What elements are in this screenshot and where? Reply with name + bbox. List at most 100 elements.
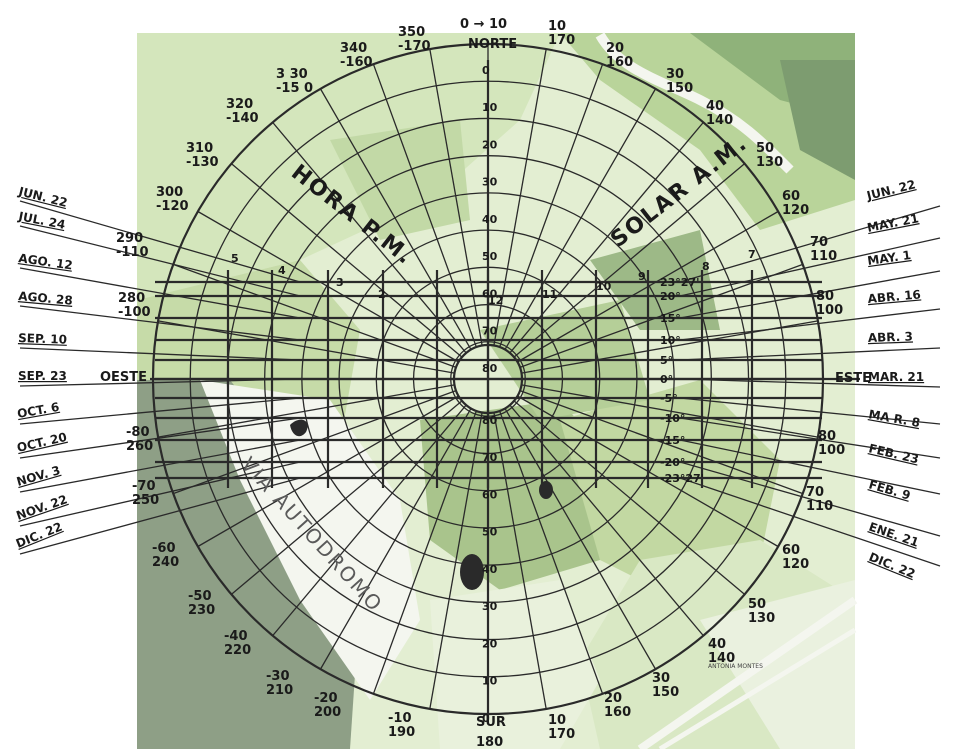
azimuth-label-190: -10 190 bbox=[388, 711, 415, 740]
azimuth-label-230: -50 230 bbox=[188, 589, 215, 618]
date-leader-left bbox=[19, 417, 301, 459]
hour-label-pm: 3 bbox=[336, 276, 344, 289]
date-leader-right bbox=[679, 461, 941, 537]
declination-label: -10° bbox=[660, 412, 685, 425]
date-label-left: OCT. 6 bbox=[16, 400, 60, 421]
azimuth-line bbox=[513, 400, 746, 595]
date-label-right: MAY. 21 bbox=[866, 211, 920, 235]
azimuth-line bbox=[272, 121, 467, 354]
date-leader-left bbox=[19, 397, 301, 425]
date-label-left: SEP. 23 bbox=[18, 369, 67, 383]
date-leader-right bbox=[679, 397, 941, 425]
date-leader-right bbox=[679, 378, 941, 388]
date-leader-right bbox=[679, 477, 941, 567]
azimuth-label-310: 310 -130 bbox=[186, 141, 219, 170]
altitude-label-north: 20 bbox=[482, 138, 498, 151]
cardinal-lines bbox=[150, 60, 860, 720]
azimuth-line bbox=[499, 410, 604, 695]
azimuth-line bbox=[519, 390, 804, 495]
date-leader-left bbox=[19, 305, 301, 341]
altitude-label-north: 40 bbox=[482, 213, 498, 226]
date-label-right: MA R. 8 bbox=[867, 407, 921, 430]
declination-label: 23°27' bbox=[660, 276, 699, 289]
azimuth-label-120: 60 120 bbox=[782, 543, 809, 572]
east-label: ESTE bbox=[835, 371, 871, 386]
hour-label-pm: 2 bbox=[378, 288, 386, 301]
hour-label-am: 12 bbox=[488, 294, 503, 307]
declination-label: -15° bbox=[660, 434, 685, 447]
declination-label: 0° bbox=[660, 373, 673, 386]
date-label-right: FEB. 23 bbox=[867, 441, 920, 466]
date-leader-right bbox=[679, 270, 941, 319]
declination-label: -20° bbox=[660, 456, 685, 469]
altitude-label-north: 80 bbox=[482, 362, 498, 375]
date-leader-left bbox=[19, 378, 301, 387]
azimuth-label-30: 30 150 bbox=[666, 67, 693, 96]
azimuth-label-350: 350 -170 bbox=[398, 25, 431, 54]
date-label-left: DIC. 22 bbox=[14, 520, 64, 551]
date-leader-left bbox=[19, 477, 301, 555]
altitude-label-south: 50 bbox=[482, 526, 498, 539]
azimuth-line bbox=[504, 88, 657, 350]
azimuth-line bbox=[504, 408, 657, 670]
azimuth-line bbox=[272, 404, 467, 637]
date-label-right: MAR. 21 bbox=[868, 370, 924, 384]
date-leader-right bbox=[679, 347, 941, 361]
azimuth-line bbox=[319, 88, 472, 350]
altitude-label-south: 10 bbox=[482, 675, 498, 688]
date-label-right: ENE. 21 bbox=[867, 520, 921, 550]
date-label-left: AGO. 28 bbox=[18, 289, 74, 308]
south-label: SUR bbox=[476, 715, 506, 730]
azimuth-label-280: 280 -100 bbox=[118, 291, 151, 320]
declination-label: 10° bbox=[660, 334, 681, 347]
azimuth-line bbox=[499, 63, 604, 348]
declination-label: -5° bbox=[660, 392, 678, 405]
north-label: NORTE bbox=[468, 37, 517, 52]
date-leader-right bbox=[679, 308, 941, 341]
azimuth-label-220: -40 220 bbox=[224, 629, 251, 658]
azimuth-label-150: 30 150 bbox=[652, 671, 679, 700]
azimuth-line bbox=[521, 384, 819, 438]
azimuth-line bbox=[319, 408, 472, 670]
date-leader-right bbox=[679, 439, 941, 495]
hour-label-am: 10 bbox=[596, 280, 612, 293]
date-label-right: FEB. 9 bbox=[867, 477, 912, 502]
date-label-right: DIC. 22 bbox=[867, 550, 917, 581]
date-leader-left bbox=[19, 225, 301, 297]
altitude-label-north: 10 bbox=[482, 101, 498, 114]
azimuth-label-40: 40 140 bbox=[706, 99, 733, 128]
altitude-label-south: 30 bbox=[482, 600, 498, 613]
altitude-label-south: 0 bbox=[482, 712, 490, 725]
declination-label: -23°27' bbox=[660, 472, 704, 485]
date-label-left: NOV. 22 bbox=[14, 492, 69, 523]
altitude-label-south: 60 bbox=[482, 488, 498, 501]
azimuth-label-330: 3 30 -15 0 bbox=[276, 67, 313, 96]
azimuth-label-130: 50 130 bbox=[748, 597, 775, 626]
altitude-label-north: 30 bbox=[482, 176, 498, 189]
azimuth-label-200: -20 200 bbox=[314, 691, 341, 720]
date-leader-left bbox=[19, 439, 301, 493]
altitude-label-south: 40 bbox=[482, 563, 498, 576]
azimuth-line bbox=[513, 163, 746, 358]
hour-label-am: 8 bbox=[702, 260, 710, 273]
altitude-label-north: 50 bbox=[482, 250, 498, 263]
azimuth-label-340: 340 -160 bbox=[340, 41, 373, 70]
azimuth-label-20: 20 160 bbox=[606, 41, 633, 70]
altitude-label-north: 60 bbox=[482, 287, 498, 300]
azimuth-label-50: 50 130 bbox=[756, 141, 783, 170]
date-leader-left bbox=[19, 347, 301, 361]
azimuth-line bbox=[157, 320, 455, 374]
azimuth-line bbox=[372, 63, 477, 348]
azimuth-label-290: 290 -110 bbox=[116, 231, 149, 260]
bottom-number-label: 180 bbox=[476, 735, 503, 749]
declination-label: 20° bbox=[660, 290, 681, 303]
date-label-left: JUN. 22 bbox=[16, 184, 69, 210]
azimuth-line bbox=[172, 390, 457, 495]
azimuth-label-110: 70 110 bbox=[806, 485, 833, 514]
declination-label: 15° bbox=[660, 312, 681, 325]
azimuth-label-260: -80 260 bbox=[126, 425, 153, 454]
azimuth-line bbox=[230, 163, 463, 358]
date-label-right: JUN. 22 bbox=[864, 177, 917, 203]
date-leader-left bbox=[19, 200, 301, 283]
